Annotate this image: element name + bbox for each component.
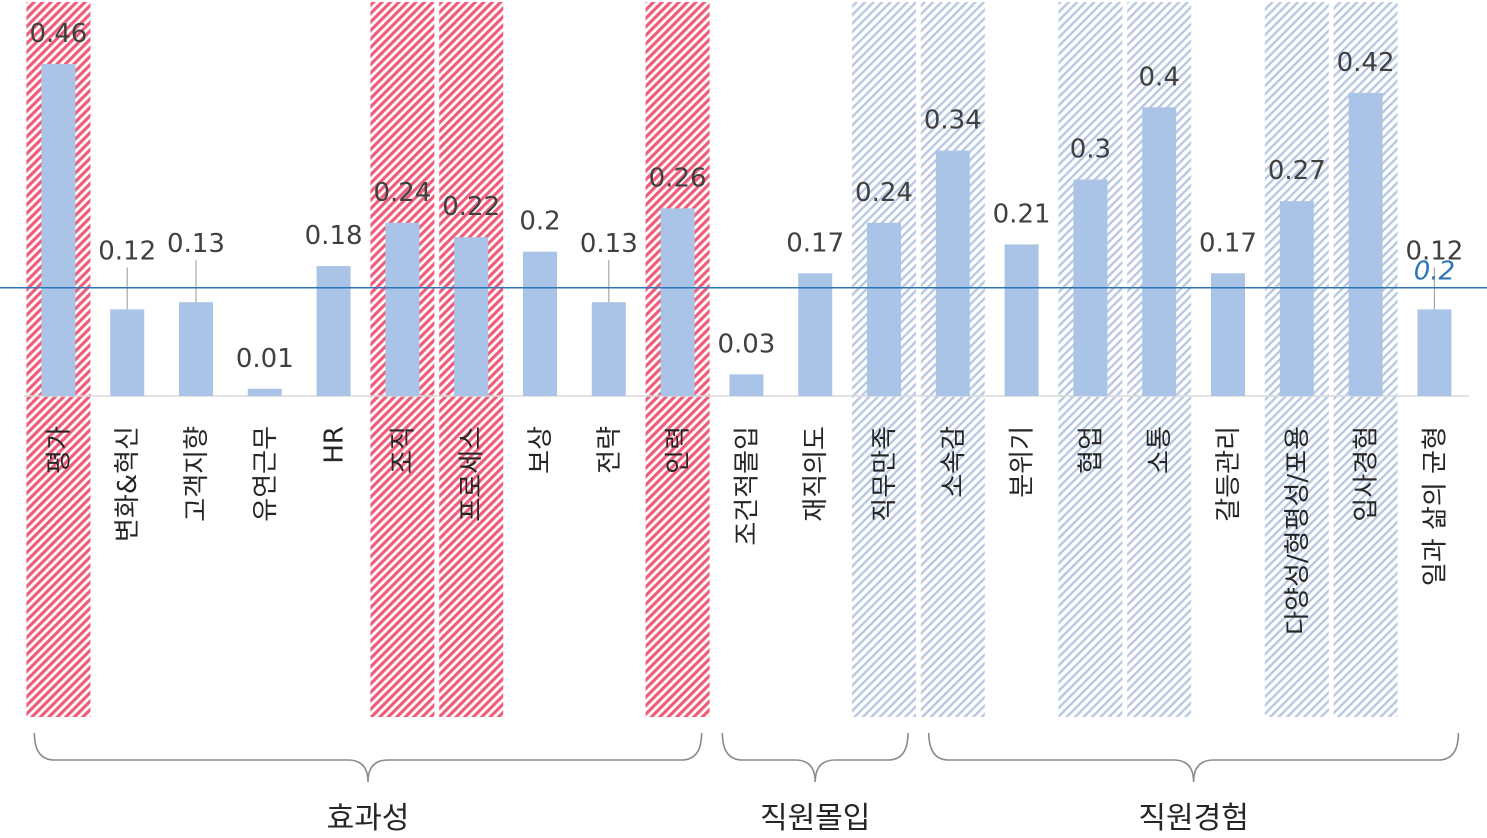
value-label-18: 0.17 bbox=[1199, 228, 1257, 258]
value-label-14: 0.34 bbox=[924, 106, 982, 136]
category-label-1: 평가 bbox=[44, 426, 74, 474]
value-label-16: 0.3 bbox=[1070, 134, 1111, 164]
value-label-10: 0.26 bbox=[649, 163, 707, 193]
category-label-2: 변화&혁신 bbox=[113, 426, 143, 542]
bar-19 bbox=[1279, 201, 1314, 396]
bar-8 bbox=[523, 251, 557, 396]
category-label-21: 일과 삶의 균형 bbox=[1420, 426, 1450, 586]
highlight-layer bbox=[26, 2, 1398, 717]
bar-10 bbox=[660, 208, 695, 396]
value-label-19: 0.27 bbox=[1268, 156, 1326, 186]
category-label-16: 협업 bbox=[1076, 426, 1106, 474]
category-label-11: 조건적몰입 bbox=[732, 426, 762, 546]
bar-9 bbox=[591, 302, 626, 396]
value-label-6: 0.24 bbox=[373, 178, 431, 208]
bar-4 bbox=[247, 388, 282, 396]
group-brace-3 bbox=[928, 732, 1460, 783]
category-label-5: HR bbox=[320, 426, 350, 464]
bar-7 bbox=[454, 237, 489, 396]
value-label-9: 0.13 bbox=[580, 229, 638, 259]
group-label-2: 직원몰입 bbox=[760, 801, 870, 836]
value-label-7: 0.22 bbox=[442, 192, 500, 222]
group-brace-2 bbox=[721, 732, 909, 783]
value-label-12: 0.17 bbox=[786, 228, 844, 258]
value-label-3: 0.13 bbox=[167, 229, 225, 259]
bar-5 bbox=[316, 266, 351, 396]
value-label-2: 0.12 bbox=[98, 236, 156, 266]
bar-layer bbox=[24, 64, 1469, 397]
value-label-5: 0.18 bbox=[305, 221, 363, 251]
value-label-21: 0.12 bbox=[1405, 236, 1463, 266]
category-label-9: 전략 bbox=[595, 426, 625, 474]
category-label-20: 입사경험 bbox=[1352, 426, 1382, 522]
bar-21 bbox=[1417, 309, 1452, 396]
group-brace-1 bbox=[33, 732, 703, 783]
bar-20 bbox=[1348, 92, 1383, 396]
bar-14 bbox=[935, 150, 970, 396]
value-label-15: 0.21 bbox=[993, 199, 1051, 229]
value-label-17: 0.4 bbox=[1139, 62, 1180, 92]
category-label-6: 조직 bbox=[388, 426, 418, 474]
category-label-3: 고객지향 bbox=[182, 426, 212, 522]
category-label-7: 프로세스 bbox=[457, 426, 487, 522]
group-label-1: 효과성 bbox=[327, 801, 410, 836]
bar-12 bbox=[798, 273, 833, 396]
category-label-19: 다양성/형평성/포용 bbox=[1283, 426, 1313, 635]
value-label-1: 0.46 bbox=[29, 19, 87, 49]
category-label-12: 재직의도 bbox=[801, 426, 831, 522]
bar-1 bbox=[41, 64, 76, 396]
category-label-4: 유연근무 bbox=[251, 426, 281, 522]
reference-line-label: 0.2 bbox=[1414, 257, 1455, 287]
category-label-10: 인력 bbox=[664, 426, 694, 474]
value-label-4: 0.01 bbox=[236, 344, 294, 374]
category-label-13: 직무만족 bbox=[870, 426, 900, 522]
category-label-17: 소통 bbox=[1145, 426, 1175, 474]
value-label-11: 0.03 bbox=[717, 329, 775, 359]
value-label-20: 0.42 bbox=[1337, 48, 1395, 78]
label-layer: 0.46 0.12 0.13 0.01 0.18 0.24 0.22 0.2 0.13 0.26 0… bbox=[0, 19, 1487, 635]
category-label-8: 보상 bbox=[526, 426, 556, 474]
bar-15 bbox=[1004, 244, 1039, 396]
category-label-14: 소속감 bbox=[939, 426, 969, 498]
bar-6 bbox=[385, 222, 420, 396]
bar-2 bbox=[110, 309, 145, 396]
value-label-13: 0.24 bbox=[855, 178, 913, 208]
group-label-3: 직원경험 bbox=[1138, 801, 1248, 836]
bar-18 bbox=[1211, 273, 1245, 396]
bar-13 bbox=[867, 222, 901, 396]
category-label-18: 갈등관리 bbox=[1214, 426, 1244, 522]
bar-11 bbox=[729, 374, 764, 396]
bar-17 bbox=[1142, 107, 1177, 396]
bar-3 bbox=[179, 302, 213, 396]
value-label-8: 0.2 bbox=[519, 207, 560, 237]
group-layer: 효과성 직원몰입 직원경험 bbox=[33, 732, 1460, 836]
category-label-15: 분위기 bbox=[1008, 426, 1038, 498]
